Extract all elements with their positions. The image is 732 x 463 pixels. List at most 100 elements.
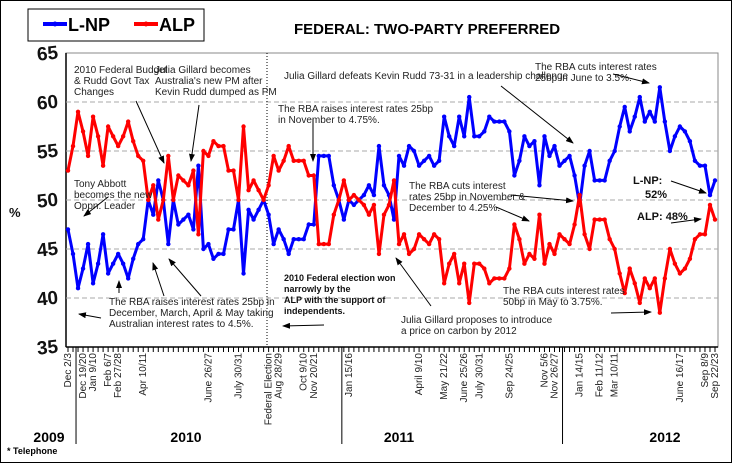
data-point-alp: [507, 266, 512, 271]
annotation-text: Australian interest rates to 4.5%.: [109, 319, 254, 330]
data-point-alp: [221, 143, 226, 149]
data-point-l-np: [497, 119, 502, 124]
data-point-alp: [75, 109, 81, 115]
data-point-l-np: [296, 237, 301, 242]
data-point-alp: [406, 251, 412, 257]
annotation-arrow: [152, 262, 165, 297]
x-tick-label: June 25/26: [459, 353, 470, 403]
data-point-alp: [65, 168, 71, 173]
data-point-alp: [296, 158, 301, 163]
data-point-l-np: [482, 129, 487, 134]
data-point-l-np: [672, 134, 678, 139]
data-point-l-np: [271, 241, 276, 247]
data-point-alp: [672, 261, 678, 266]
data-point-l-np: [657, 85, 663, 90]
data-point-alp: [381, 212, 387, 217]
data-point-alp: [216, 143, 221, 149]
legend-label: ALP: [159, 15, 195, 35]
annotation-arrow: [500, 85, 574, 144]
data-point-l-np: [371, 192, 377, 198]
y-tick-label: 65: [36, 43, 60, 66]
data-point-alp: [326, 241, 332, 247]
data-point-alp: [336, 197, 342, 203]
annotation-text: 2010 Federal Budget: [74, 65, 168, 76]
x-tick-label: Sep 8/9: [700, 353, 711, 388]
x-tick-label: May 21/22: [439, 353, 450, 400]
data-point-l-np: [256, 207, 261, 212]
data-point-l-np: [276, 227, 281, 232]
data-point-l-np: [206, 241, 211, 247]
data-point-l-np: [587, 148, 592, 154]
data-point-l-np: [311, 222, 316, 227]
data-point-alp: [647, 286, 652, 291]
data-point-l-np: [100, 232, 106, 237]
data-point-l-np: [281, 237, 286, 242]
data-point-l-np: [351, 202, 357, 208]
lnp-end-value: 52%: [645, 189, 667, 201]
data-point-l-np: [607, 158, 612, 163]
data-point-alp: [517, 237, 522, 242]
data-point-l-np: [125, 276, 131, 281]
data-point-alp: [557, 232, 562, 237]
data-point-alp: [276, 168, 281, 173]
data-point-l-np: [306, 222, 311, 227]
data-point-alp: [492, 276, 497, 281]
data-point-alp: [181, 178, 186, 183]
data-point-l-np: [627, 129, 632, 134]
x-tick-label: Jan 15/16: [344, 353, 355, 397]
data-point-l-np: [662, 119, 668, 124]
data-point-alp: [562, 237, 567, 242]
annotation-arrow: [610, 309, 652, 316]
data-point-alp: [657, 310, 663, 315]
y-tick-label: 35: [36, 337, 60, 360]
data-point-l-np: [612, 148, 617, 154]
data-point-alp: [391, 178, 397, 183]
data-point-l-np: [151, 212, 156, 217]
data-point-alp: [662, 276, 668, 281]
data-point-l-np: [231, 227, 236, 232]
data-point-alp: [321, 241, 326, 247]
annotation-arrow: [612, 73, 650, 85]
y-axis-label: %: [9, 205, 21, 220]
data-point-alp: [105, 124, 111, 129]
x-tick-label: Jan 9/10: [88, 353, 99, 392]
data-point-l-np: [702, 163, 708, 168]
data-point-l-np: [557, 163, 562, 168]
data-point-l-np: [186, 212, 191, 217]
data-point-alp: [567, 241, 572, 247]
annotation-text: a price on carbon by 2012: [401, 326, 517, 337]
data-point-alp: [171, 197, 176, 203]
data-point-l-np: [110, 261, 116, 266]
data-point-l-np: [95, 261, 101, 266]
data-point-l-np: [542, 134, 547, 139]
annotation-text: 25bp in June to 3.5%.: [535, 73, 632, 84]
year-label: 2011: [384, 429, 415, 445]
data-point-alp: [482, 266, 487, 271]
data-point-l-np: [411, 148, 417, 154]
data-point-l-np: [712, 178, 718, 183]
chart-title: FEDERAL: TWO-PARTY PREFERRED: [294, 21, 560, 38]
data-point-l-np: [176, 222, 181, 227]
data-point-l-np: [477, 134, 482, 139]
data-point-alp: [95, 134, 101, 139]
data-point-l-np: [572, 173, 577, 178]
data-point-alp: [166, 153, 171, 159]
data-point-alp: [311, 173, 316, 178]
data-point-alp: [612, 246, 617, 252]
annotation-text: Julia Gillard proposes to introduce: [401, 315, 553, 326]
y-tick-label: 55: [36, 141, 60, 164]
data-point-l-np: [136, 241, 141, 247]
data-point-l-np: [105, 271, 111, 276]
annotation-text: The RBA raises interest rates 25bp: [278, 104, 434, 115]
data-point-l-np: [507, 129, 512, 134]
data-point-alp: [602, 217, 607, 222]
annotation-text: independents.: [284, 306, 345, 316]
data-point-alp: [712, 217, 718, 222]
data-point-alp: [90, 114, 96, 119]
data-point-l-np: [391, 217, 397, 222]
data-point-alp: [692, 237, 698, 242]
data-point-l-np: [436, 158, 442, 163]
data-point-alp: [161, 197, 166, 203]
